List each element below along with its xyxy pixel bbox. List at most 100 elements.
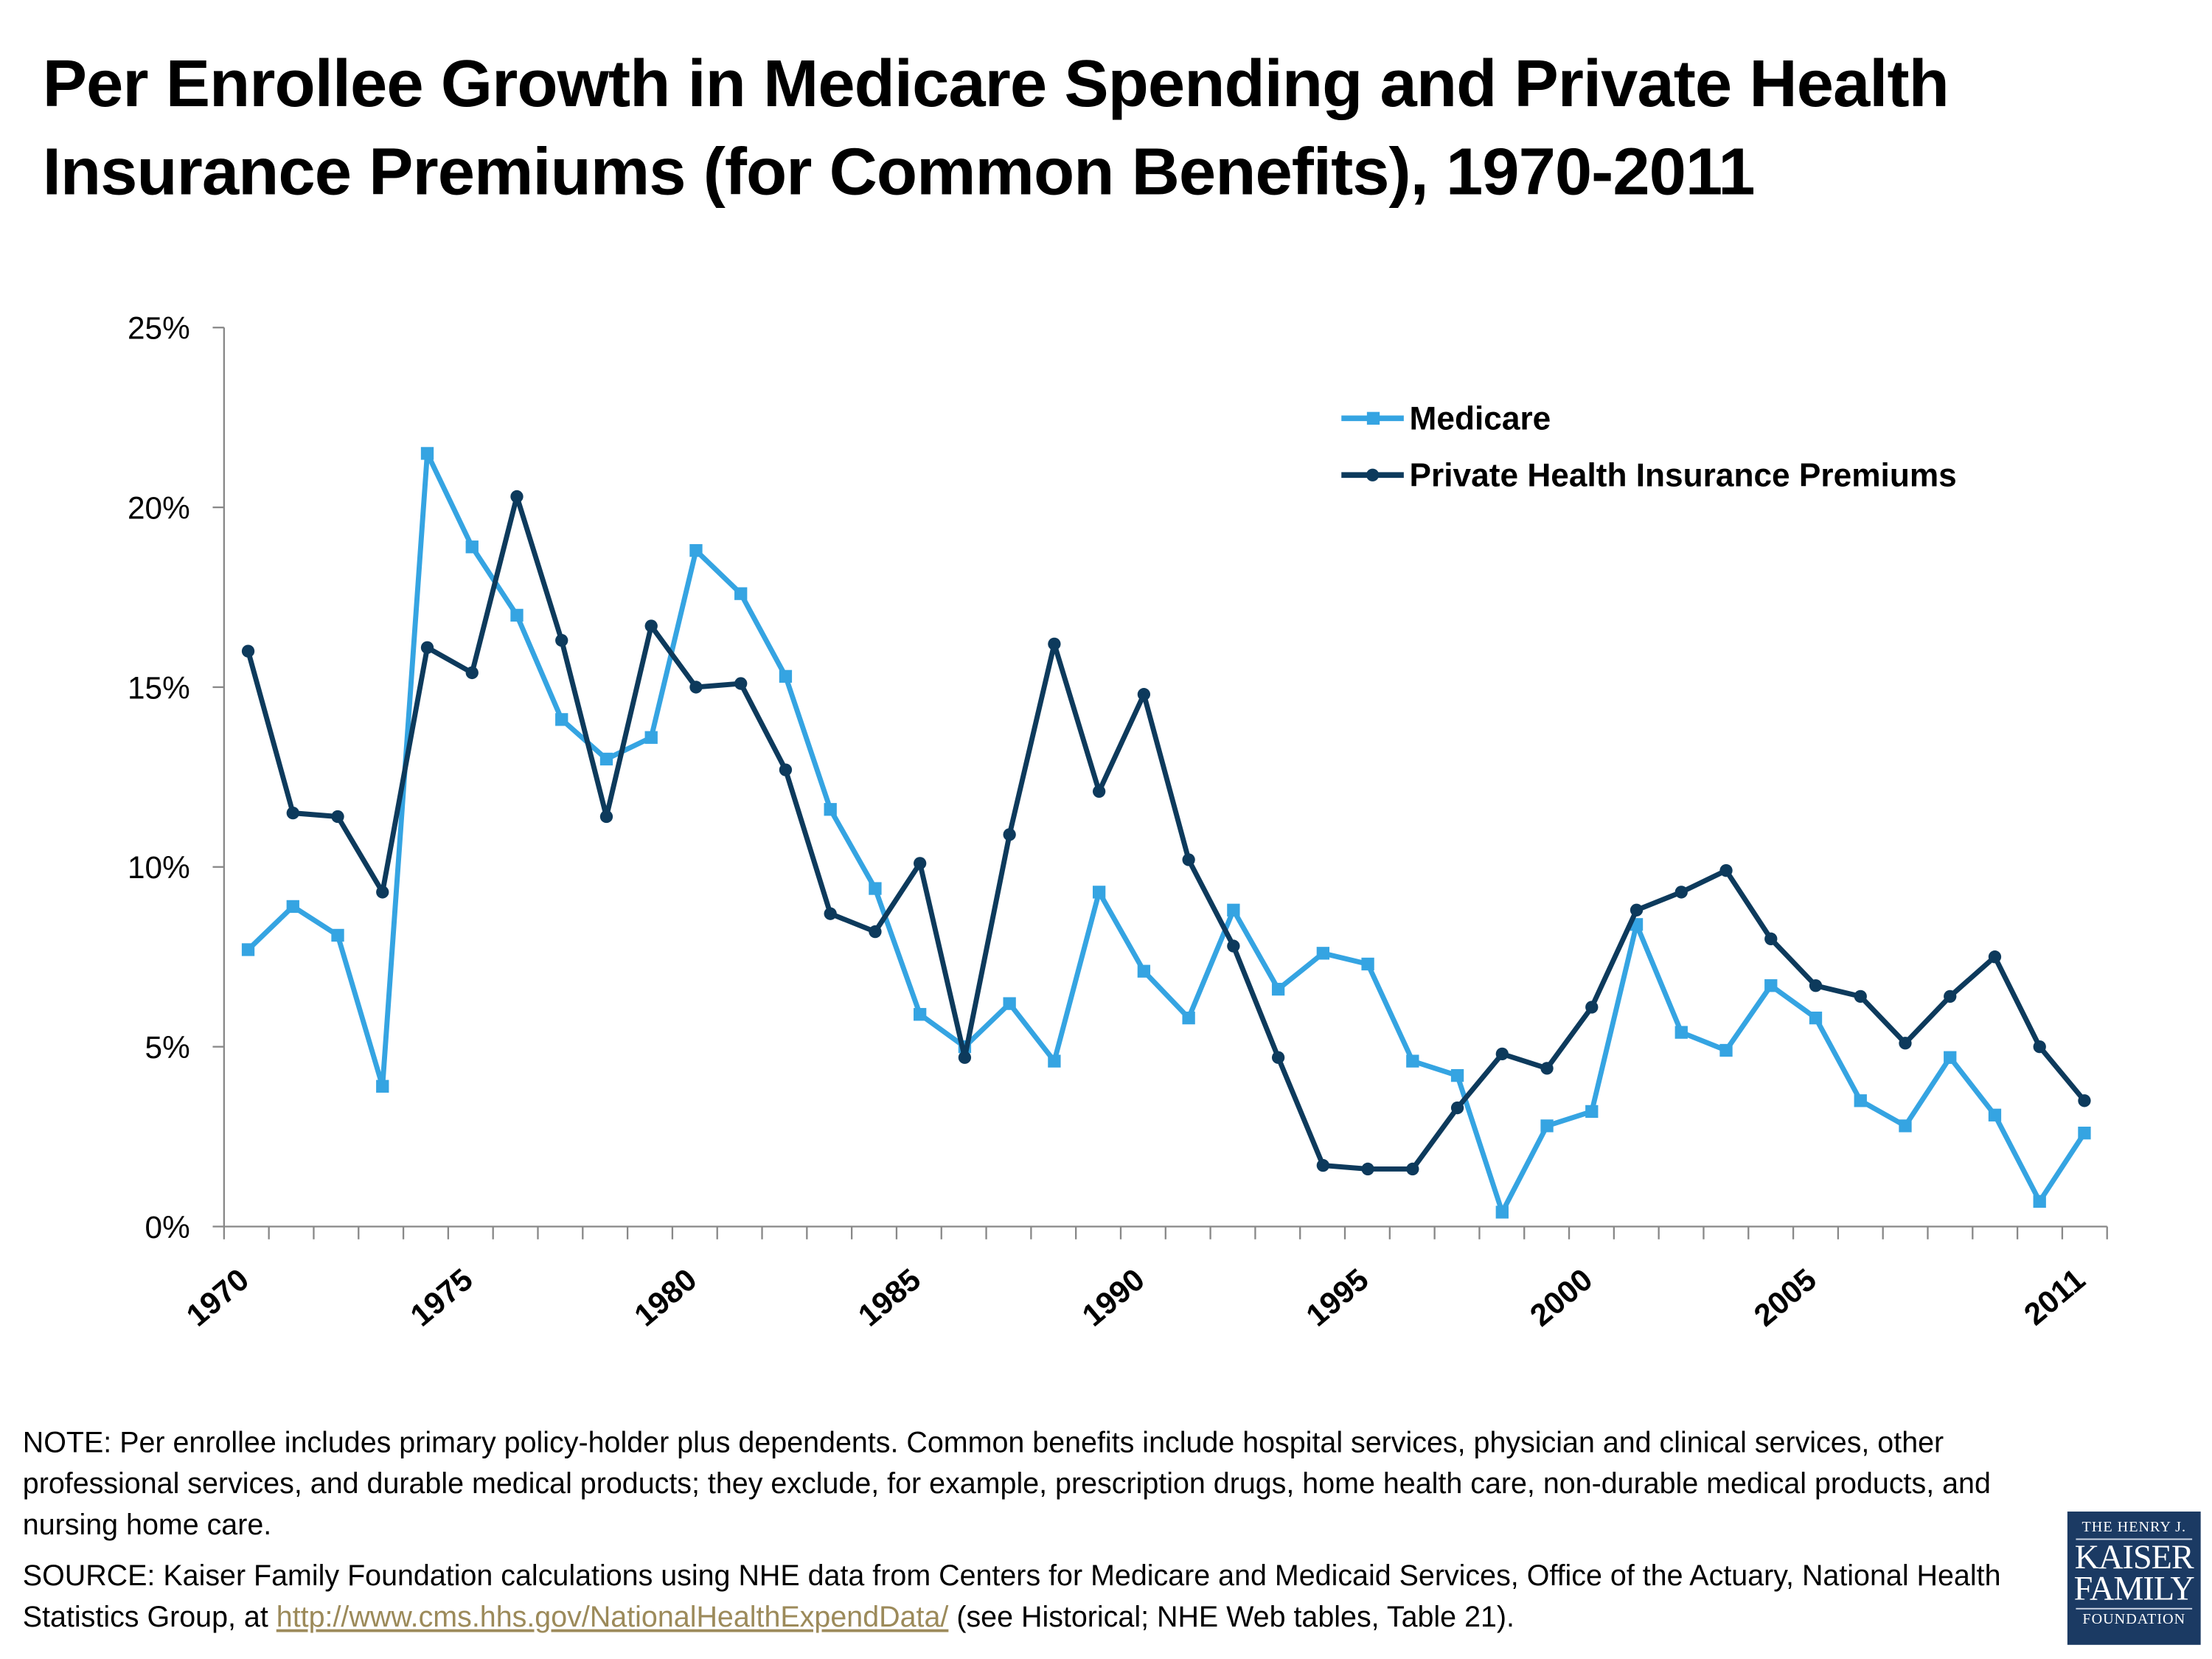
x-tick-label: 2005 — [1747, 1262, 1823, 1332]
y-tick-label: 20% — [128, 490, 190, 525]
data-point-medicare — [1944, 1051, 1957, 1064]
data-point-medicare — [1764, 979, 1778, 992]
data-point-medicare — [1495, 1206, 1509, 1219]
data-point-private — [376, 886, 389, 899]
data-point-private — [644, 619, 658, 633]
source-link[interactable]: http://www.cms.hhs.gov/NationalHealthExp… — [276, 1601, 949, 1634]
data-point-private — [1048, 637, 1061, 651]
data-point-private — [1182, 853, 1195, 866]
data-point-private — [779, 763, 793, 776]
data-point-medicare — [1048, 1054, 1061, 1068]
x-tick-label: 1980 — [627, 1262, 703, 1332]
data-point-private — [1988, 950, 2002, 964]
data-point-private — [1764, 932, 1778, 945]
x-tick-label: 1970 — [180, 1262, 255, 1332]
data-point-medicare — [914, 1008, 927, 1021]
data-point-medicare — [1450, 1068, 1464, 1082]
data-point-private — [2033, 1040, 2046, 1054]
data-point-medicare — [1316, 947, 1329, 960]
data-point-medicare — [1137, 964, 1151, 978]
chart-title: Per Enrollee Growth in Medicare Spending… — [42, 45, 1950, 209]
data-point-private — [1092, 785, 1106, 799]
data-point-medicare — [1854, 1094, 1867, 1107]
note-text: NOTE: Per enrollee includes primary poli… — [22, 1426, 1991, 1542]
legend-marker — [1366, 468, 1380, 481]
logo-line: KAISER — [2074, 1540, 2194, 1577]
y-tick-label: 10% — [128, 850, 190, 885]
x-tick-label: 2000 — [1523, 1262, 1599, 1332]
data-point-private — [1316, 1158, 1329, 1172]
data-point-medicare — [1899, 1119, 1912, 1133]
data-point-medicare — [510, 608, 524, 622]
data-point-private — [331, 810, 344, 824]
data-point-medicare — [331, 928, 344, 942]
data-point-private — [734, 677, 748, 690]
series-line-medicare — [246, 451, 2087, 1215]
data-point-medicare — [241, 943, 255, 956]
data-point-medicare — [1406, 1054, 1419, 1068]
data-point-medicare — [1674, 1026, 1688, 1039]
y-tick-label: 0% — [145, 1210, 190, 1245]
data-point-medicare — [779, 669, 793, 683]
logo-line: FAMILY — [2073, 1571, 2195, 1608]
data-point-medicare — [286, 900, 299, 914]
data-point-medicare — [1585, 1105, 1599, 1119]
data-point-private — [1944, 990, 1957, 1004]
x-tick-label: 2011 — [2017, 1262, 2092, 1332]
logo-line: THE HENRY J. — [2081, 1520, 2186, 1536]
data-point-private — [1271, 1051, 1285, 1064]
data-point-medicare — [1361, 957, 1374, 971]
data-point-medicare — [420, 447, 434, 460]
data-point-private — [1406, 1162, 1419, 1176]
data-point-private — [1585, 1001, 1599, 1014]
data-point-private — [1719, 864, 1733, 877]
data-point-private — [869, 925, 882, 939]
data-point-private — [914, 857, 927, 870]
data-point-private — [1450, 1101, 1464, 1115]
data-point-private — [1227, 939, 1240, 953]
data-point-medicare — [1540, 1119, 1554, 1133]
data-point-private — [241, 644, 255, 658]
data-point-medicare — [689, 543, 703, 557]
data-point-private — [824, 907, 837, 920]
logo-line: FOUNDATION — [2082, 1612, 2186, 1628]
data-point-private — [958, 1051, 972, 1064]
source-prefix: SOURCE: Kaiser Family Foundation calcula… — [22, 1559, 2001, 1634]
data-point-private — [1495, 1047, 1509, 1061]
data-point-medicare — [376, 1079, 389, 1093]
x-tick-label: 1975 — [404, 1262, 479, 1332]
source-suffix: (see Historical; NHE Web tables, Table 2… — [948, 1601, 1515, 1634]
data-point-private — [1674, 886, 1688, 899]
data-point-private — [689, 681, 703, 694]
data-point-private — [555, 633, 568, 647]
data-point-private — [1137, 688, 1151, 701]
data-point-medicare — [1092, 886, 1106, 899]
line-chart: 0% 5% 10% 15% 20% 25% 1970 1975 1980 1985 1990 1995… — [128, 311, 2108, 1333]
data-point-medicare — [734, 587, 748, 600]
data-point-medicare — [555, 713, 568, 726]
data-point-medicare — [2033, 1194, 2046, 1208]
data-point-private — [510, 490, 524, 504]
data-point-private — [1854, 990, 1867, 1004]
data-point-medicare — [1988, 1108, 2002, 1121]
data-point-private — [1630, 903, 1644, 917]
data-point-medicare — [869, 882, 882, 895]
data-point-private — [1899, 1037, 1912, 1050]
data-point-private — [2078, 1094, 2091, 1107]
source-text: SOURCE: Kaiser Family Foundation calcula… — [23, 1556, 2079, 1638]
data-point-medicare — [599, 752, 613, 766]
data-point-medicare — [824, 803, 837, 816]
x-tick-label: 1985 — [852, 1262, 927, 1332]
data-point-private — [1809, 979, 1823, 992]
legend-marker — [1366, 411, 1380, 425]
data-point-medicare — [1227, 903, 1240, 917]
data-point-medicare — [1182, 1011, 1195, 1025]
data-point-private — [286, 806, 299, 820]
data-point-private — [1003, 828, 1016, 841]
data-point-medicare — [1809, 1011, 1823, 1025]
y-tick-label: 5% — [145, 1030, 190, 1065]
y-tick-label: 25% — [128, 311, 190, 346]
y-tick-label: 15% — [128, 670, 190, 705]
data-point-private — [1361, 1162, 1374, 1176]
